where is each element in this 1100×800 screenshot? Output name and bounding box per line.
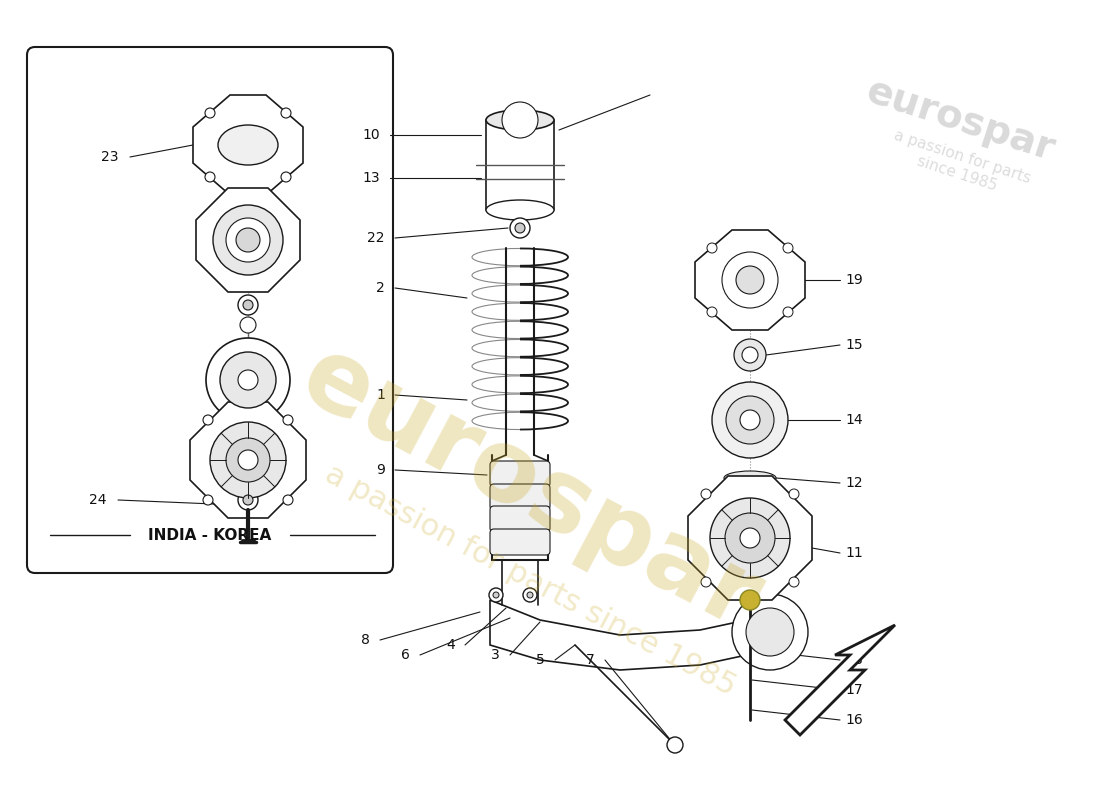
Ellipse shape <box>724 471 776 485</box>
Text: eurospar: eurospar <box>861 72 1059 168</box>
Circle shape <box>213 205 283 275</box>
Circle shape <box>283 495 293 505</box>
Circle shape <box>707 243 717 253</box>
Text: 1: 1 <box>376 388 385 402</box>
Text: INDIA - KOREA: INDIA - KOREA <box>148 527 272 542</box>
Text: 4: 4 <box>447 638 455 652</box>
Text: 9: 9 <box>376 463 385 477</box>
Text: 6: 6 <box>402 648 410 662</box>
Circle shape <box>742 347 758 363</box>
Text: 2: 2 <box>376 281 385 295</box>
Circle shape <box>701 577 711 587</box>
Circle shape <box>740 528 760 548</box>
Circle shape <box>740 590 760 610</box>
Polygon shape <box>196 188 300 292</box>
Circle shape <box>205 108 214 118</box>
Circle shape <box>712 382 788 458</box>
Circle shape <box>283 415 293 425</box>
Text: 18: 18 <box>845 653 862 667</box>
Circle shape <box>734 339 766 371</box>
Circle shape <box>243 300 253 310</box>
Circle shape <box>740 410 760 430</box>
Circle shape <box>226 218 270 262</box>
Circle shape <box>206 338 290 422</box>
Text: 7: 7 <box>586 653 595 667</box>
Circle shape <box>789 489 799 499</box>
Circle shape <box>205 172 214 182</box>
Text: 11: 11 <box>845 546 862 560</box>
Text: 14: 14 <box>845 413 862 427</box>
Circle shape <box>493 592 499 598</box>
Circle shape <box>710 498 790 578</box>
FancyBboxPatch shape <box>490 461 550 487</box>
FancyBboxPatch shape <box>490 484 550 510</box>
Circle shape <box>238 370 258 390</box>
Circle shape <box>527 592 534 598</box>
Circle shape <box>515 223 525 233</box>
Circle shape <box>783 243 793 253</box>
Circle shape <box>725 513 775 563</box>
Circle shape <box>243 495 253 505</box>
Circle shape <box>490 588 503 602</box>
Text: eurospar: eurospar <box>285 329 776 651</box>
Text: 13: 13 <box>362 171 380 185</box>
Ellipse shape <box>486 110 554 130</box>
Circle shape <box>280 172 292 182</box>
Text: a passion for parts
since 1985: a passion for parts since 1985 <box>887 127 1033 202</box>
Text: 5: 5 <box>537 653 544 667</box>
Circle shape <box>746 608 794 656</box>
Circle shape <box>732 594 808 670</box>
Circle shape <box>707 307 717 317</box>
Ellipse shape <box>486 200 554 220</box>
Circle shape <box>238 490 258 510</box>
Text: 10: 10 <box>362 128 380 142</box>
Circle shape <box>238 450 258 470</box>
Circle shape <box>736 266 764 294</box>
Text: 23: 23 <box>100 150 118 164</box>
Polygon shape <box>688 476 812 600</box>
Text: 3: 3 <box>492 648 500 662</box>
Circle shape <box>210 422 286 498</box>
Text: 22: 22 <box>367 231 385 245</box>
Polygon shape <box>192 95 303 195</box>
Circle shape <box>238 295 258 315</box>
Text: 16: 16 <box>845 713 862 727</box>
Circle shape <box>722 252 778 308</box>
FancyBboxPatch shape <box>490 506 550 532</box>
Circle shape <box>522 588 537 602</box>
Circle shape <box>240 317 256 333</box>
Polygon shape <box>490 600 770 670</box>
Text: 24: 24 <box>89 493 107 507</box>
Circle shape <box>220 352 276 408</box>
Text: 8: 8 <box>361 633 370 647</box>
Circle shape <box>701 489 711 499</box>
Circle shape <box>236 228 260 252</box>
Polygon shape <box>695 230 805 330</box>
Circle shape <box>726 396 774 444</box>
Ellipse shape <box>218 125 278 165</box>
Text: 17: 17 <box>845 683 862 697</box>
Circle shape <box>226 438 270 482</box>
Polygon shape <box>190 402 306 518</box>
Text: a passion for parts since 1985: a passion for parts since 1985 <box>320 459 740 701</box>
Circle shape <box>510 218 530 238</box>
Circle shape <box>783 307 793 317</box>
Text: 19: 19 <box>845 273 862 287</box>
Text: 12: 12 <box>845 476 862 490</box>
Polygon shape <box>785 625 895 735</box>
Circle shape <box>204 495 213 505</box>
Circle shape <box>789 577 799 587</box>
FancyBboxPatch shape <box>28 47 393 573</box>
FancyBboxPatch shape <box>490 529 550 555</box>
Circle shape <box>204 415 213 425</box>
Circle shape <box>502 102 538 138</box>
Circle shape <box>667 737 683 753</box>
Text: 15: 15 <box>845 338 862 352</box>
Circle shape <box>280 108 292 118</box>
